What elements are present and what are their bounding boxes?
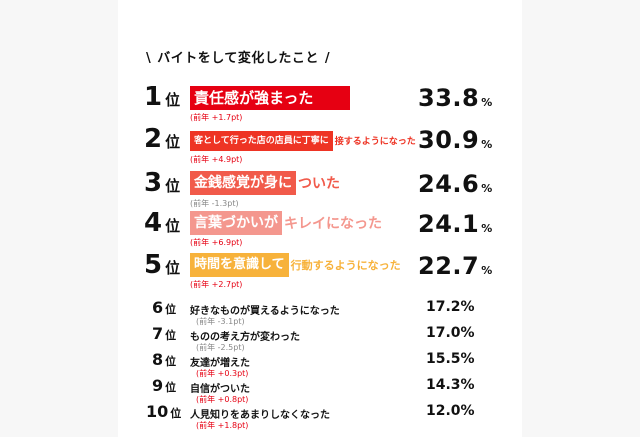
item-bar-tail: 行動するようになった — [290, 259, 401, 272]
percentage: 30.9% — [418, 126, 493, 154]
item-bar: 客として行った店の店員に丁寧に — [190, 130, 333, 151]
yoy-change: (前年 +0.3pt) — [196, 369, 249, 378]
item-bar-tail: 接するようになった — [334, 137, 416, 147]
percentage: 33.8% — [418, 84, 493, 112]
yoy-change: (前年 +1.8pt) — [196, 421, 249, 430]
yoy-change: (前年 +4.9pt) — [190, 155, 243, 164]
percentage: 15.5% — [426, 351, 475, 367]
item-bar: 言葉づかいが — [190, 211, 282, 235]
item-bar-wrap: 言葉づかいが キレイになった — [190, 211, 382, 235]
percentage: 24.1% — [418, 210, 493, 238]
item-label: 友達が増えた — [190, 358, 250, 369]
percentage: 24.6% — [418, 170, 493, 198]
item-bar-tail: ついた — [298, 176, 340, 192]
rank-label: 10 位 — [146, 402, 182, 421]
yoy-change: (前年 +0.8pt) — [196, 395, 249, 404]
section-heading: \ バイトをして変化したこと / — [140, 47, 336, 66]
item-label: ものの考え方が変わった — [190, 332, 300, 343]
yoy-change: (前年 -1.3pt) — [190, 199, 239, 208]
item-bar-wrap: 時間を意識して 行動するようになった — [190, 253, 401, 277]
yoy-change: (前年 -2.5pt) — [196, 343, 245, 352]
yoy-change: (前年 -3.1pt) — [196, 317, 245, 326]
percentage: 14.3% — [426, 377, 475, 393]
item-bar: 時間を意識して — [190, 253, 289, 277]
heading-slash-left: \ — [146, 51, 152, 66]
item-label: 人見知りをあまりしなくなった — [190, 410, 330, 421]
percentage: 12.0% — [426, 403, 475, 419]
item-bar-wrap: 客として行った店の店員に丁寧に 接するようになった — [190, 130, 416, 151]
item-bar-wrap: 責任感が強まった — [190, 86, 350, 110]
item-bar-wrap: 金銭感覚が身に ついた — [190, 171, 340, 195]
yoy-change: (前年 +1.7pt) — [190, 113, 243, 122]
item-bar-tail: キレイになった — [284, 216, 382, 232]
right-margin — [522, 0, 640, 437]
percentage: 22.7% — [418, 252, 493, 280]
item-label: 好きなものが買えるようになった — [190, 306, 340, 317]
heading-text: バイトをして変化したこと — [157, 51, 319, 66]
heading-slash-right: / — [324, 51, 331, 66]
yoy-change: (前年 +6.9pt) — [190, 238, 243, 247]
item-bar: 金銭感覚が身に — [190, 171, 296, 195]
left-margin — [0, 0, 118, 437]
percentage: 17.0% — [426, 325, 475, 341]
item-label: 自信がついた — [190, 384, 250, 395]
item-bar: 責任感が強まった — [190, 86, 350, 110]
yoy-change: (前年 +2.7pt) — [190, 280, 243, 289]
percentage: 17.2% — [426, 299, 475, 315]
